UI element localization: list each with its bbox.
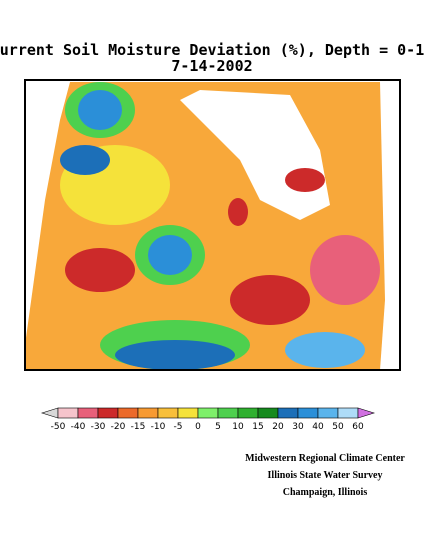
colorbar-label: 30 bbox=[292, 422, 304, 432]
colorbar-label: -20 bbox=[111, 422, 126, 432]
map bbox=[24, 79, 401, 371]
color-box bbox=[177, 407, 199, 419]
colorbar-label: 60 bbox=[352, 422, 364, 432]
colorbar-label: -40 bbox=[71, 422, 86, 432]
colorbar-label: 10 bbox=[232, 422, 244, 432]
credit: Illinois State Water Survey bbox=[268, 470, 383, 481]
date: 7-14-2002 bbox=[171, 57, 252, 75]
zone bbox=[285, 168, 325, 192]
color-box bbox=[157, 407, 179, 419]
colorbar-label: -30 bbox=[91, 422, 106, 432]
zone bbox=[115, 340, 235, 370]
zone bbox=[230, 275, 310, 325]
zone bbox=[65, 248, 135, 292]
color-box bbox=[77, 407, 99, 419]
colorbar: -50 -40 -30 -20 -15 -10 -5 0 5 10 15 20 30 40 50 60 bbox=[40, 407, 376, 432]
color-box bbox=[217, 407, 239, 419]
zone bbox=[148, 235, 192, 275]
credit: Champaign, Illinois bbox=[283, 487, 368, 498]
zone bbox=[60, 145, 110, 175]
colorbar-label: -10 bbox=[151, 422, 166, 432]
color-box bbox=[277, 407, 299, 419]
zone bbox=[310, 235, 380, 305]
colorbar-label: 50 bbox=[332, 422, 344, 432]
colorbar-label: 40 bbox=[312, 422, 324, 432]
colorbar-label: -5 bbox=[174, 422, 183, 432]
colorbar-label: 15 bbox=[252, 422, 263, 432]
colorbar-label: -50 bbox=[51, 422, 66, 432]
color-box bbox=[337, 407, 359, 419]
color-box bbox=[297, 407, 319, 419]
credit: Midwestern Regional Climate Center bbox=[245, 453, 405, 464]
colorbar-label: 20 bbox=[272, 422, 284, 432]
zone bbox=[228, 198, 248, 226]
zone bbox=[78, 90, 122, 130]
map-frame bbox=[24, 79, 401, 371]
zone bbox=[285, 332, 365, 368]
color-box bbox=[137, 407, 159, 419]
color-box bbox=[197, 407, 219, 419]
color-box bbox=[317, 407, 339, 419]
color-box bbox=[117, 407, 139, 419]
color-box bbox=[97, 407, 119, 419]
colorbar-label: 0 bbox=[195, 422, 201, 432]
low-arrow bbox=[40, 407, 59, 419]
colorbar-label: -15 bbox=[131, 422, 146, 432]
high-arrow bbox=[357, 407, 376, 419]
color-box bbox=[237, 407, 259, 419]
color-box bbox=[57, 407, 79, 419]
color-box bbox=[257, 407, 279, 419]
title: Current Soil Moisture Deviation (%), Dep… bbox=[0, 41, 425, 59]
colorbar-label: 5 bbox=[215, 422, 221, 432]
